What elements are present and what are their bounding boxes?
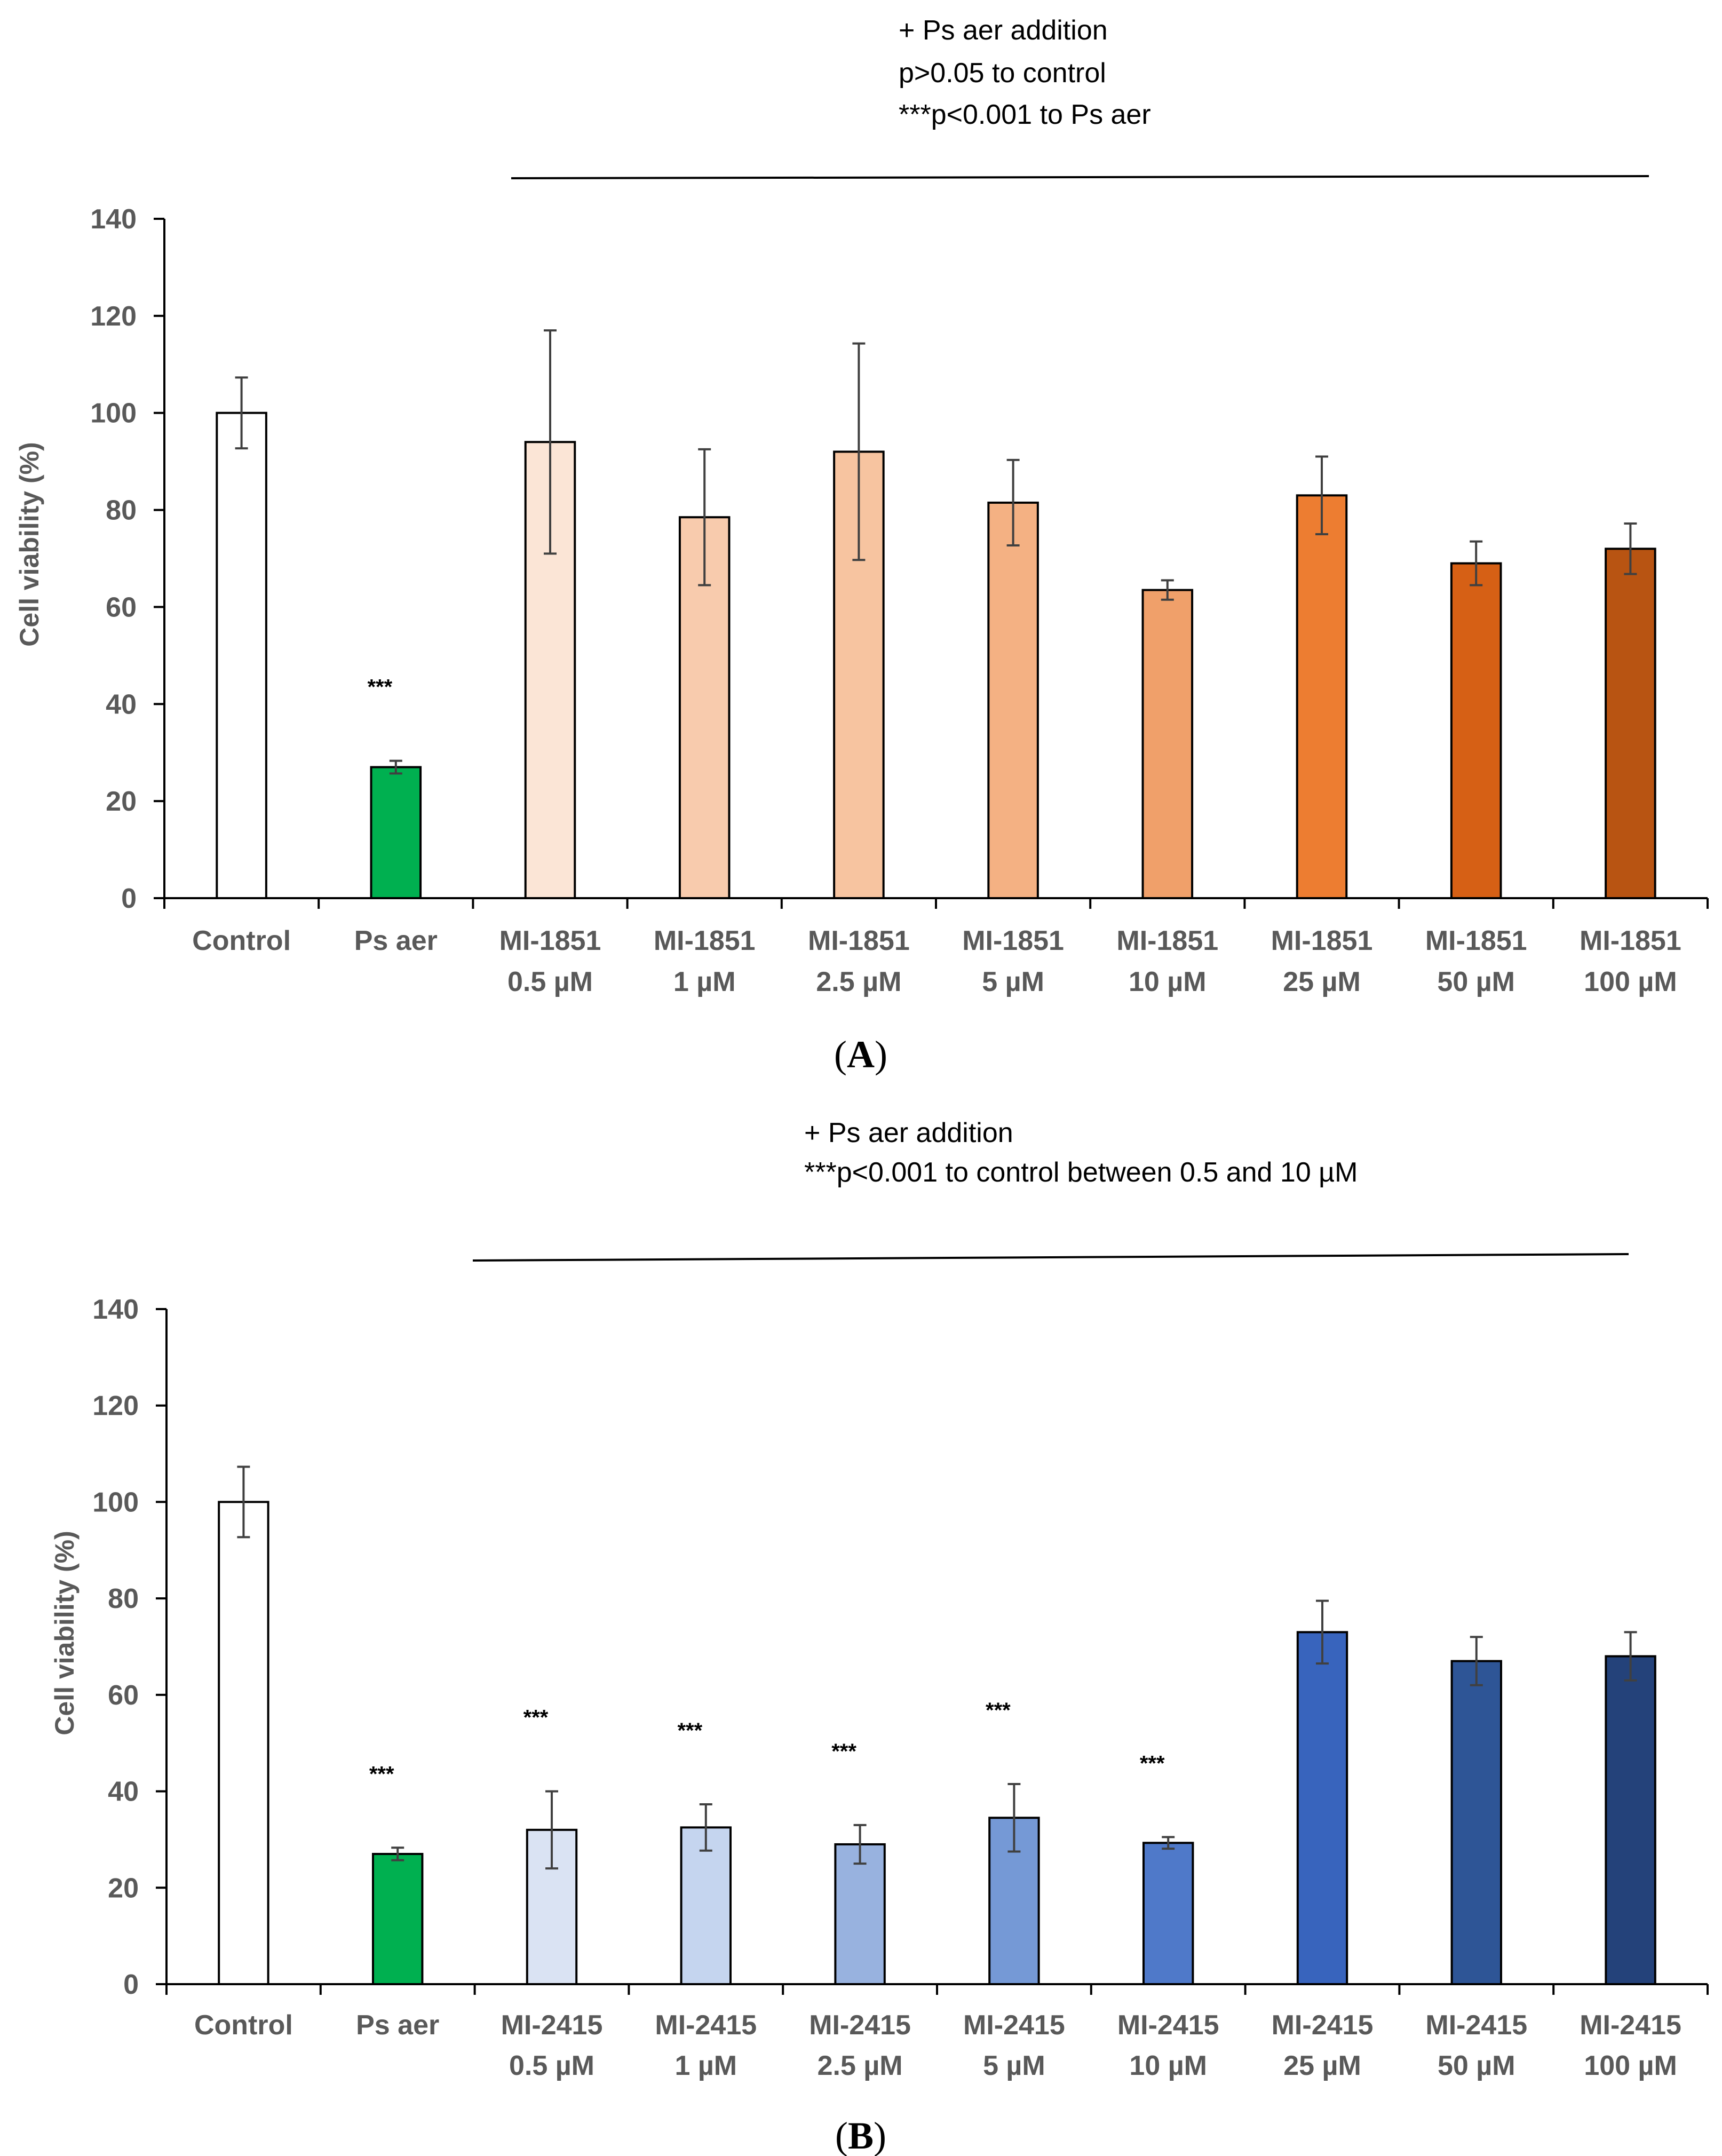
panel-b-y-axis-title: Cell viability (%) xyxy=(50,1531,80,1735)
panel-b-label-open: ( xyxy=(835,2114,848,2156)
panel-a-y-tick-label: 80 xyxy=(106,495,137,526)
panel-a-category-label: MI-1851 xyxy=(1580,925,1681,956)
panel-b-category-label: Control xyxy=(194,2010,293,2041)
panel-a-category-label: Ps aer xyxy=(354,925,438,956)
panel-a-category-label-line2: 10 µM xyxy=(1129,966,1207,997)
panel-b-significance-mark: *** xyxy=(986,1699,1011,1722)
panel-b-category-label: MI-2415 xyxy=(963,2010,1065,2041)
panel-b-bar xyxy=(1450,1660,1503,1986)
panel-a-category-label: MI-1851 xyxy=(1425,925,1527,956)
panel-b-significance-mark: *** xyxy=(677,1719,702,1742)
panel-a-label-close: ) xyxy=(875,1033,887,1076)
panel-b-significance-mark: *** xyxy=(369,1762,394,1786)
panel-b-y-tick-label: 60 xyxy=(108,1680,139,1711)
panel-b-significance-mark: *** xyxy=(831,1740,856,1763)
panel-a-bar xyxy=(987,501,1039,899)
panel-a-label-open: ( xyxy=(834,1033,847,1076)
panel-a-bar xyxy=(1450,562,1502,900)
panel-a-y-tick-label: 140 xyxy=(90,204,137,235)
panel-a-bar xyxy=(370,766,422,899)
panel-a-y-tick-label: 100 xyxy=(90,398,137,429)
panel-b-category-label: MI-2415 xyxy=(809,2010,911,2041)
panel-a-plot-area: 0 20 40 60 80 100 120 140 Control *** Ps aer MI-185… xyxy=(90,204,1709,997)
panel-b-label-close: ) xyxy=(874,2114,886,2156)
panel-a-category-label-line2: 25 µM xyxy=(1283,966,1361,997)
panel-b-y-tick-label: 120 xyxy=(92,1391,139,1422)
panel-a-category-label-line2: 100 µM xyxy=(1584,966,1677,997)
panel-b-annotation-line-2: ***p<0.001 to control between 0.5 and 10… xyxy=(804,1157,1358,1188)
panel-a-treatment-bracket xyxy=(511,175,1649,179)
panel-a-category-label: MI-1851 xyxy=(654,925,756,956)
panel-b-bar xyxy=(371,1853,424,1985)
panel-b-category-label-line2: 1 µM xyxy=(674,2050,737,2081)
panel-b-category-label: MI-2415 xyxy=(655,2010,757,2041)
panel-a-chart: + Ps aer addition p>0.05 to control ***p… xyxy=(14,15,1709,1076)
panel-b-significance-mark: *** xyxy=(1140,1751,1165,1775)
panel-b-category-label: Ps aer xyxy=(356,2010,439,2041)
panel-a-y-tick-label: 0 xyxy=(121,883,137,914)
panel-b-category-label-line2: 50 µM xyxy=(1438,2050,1515,2081)
panel-b-category-label-line2: 0.5 µM xyxy=(509,2050,594,2081)
panel-a-y-tick-label: 120 xyxy=(90,301,137,332)
panel-b-category-label: MI-2415 xyxy=(1272,2010,1374,2041)
panel-a-bar xyxy=(1605,548,1656,900)
panel-a-annotation: + Ps aer addition p>0.05 to control ***p… xyxy=(899,15,1151,130)
panel-a-category-label-line2: 0.5 µM xyxy=(507,966,593,997)
panel-b-plot-area: 0 20 40 60 80 100 120 140 Control *** Ps aer *** MI-… xyxy=(92,1294,1709,2081)
panel-b-annotation-line-1: + Ps aer addition xyxy=(804,1117,1013,1148)
panel-b-y-tick-label: 0 xyxy=(123,1969,139,2000)
panel-b-annotation: + Ps aer addition ***p<0.001 to control … xyxy=(804,1117,1358,1188)
panel-a-category-label: MI-1851 xyxy=(1271,925,1373,956)
panel-a-significance-mark: *** xyxy=(367,676,392,699)
panel-a-bar xyxy=(216,411,267,899)
panel-a-label-letter: A xyxy=(847,1033,875,1076)
panel-a-annotation-line-1: + Ps aer addition xyxy=(899,15,1108,46)
panel-a-annotation-line-3: ***p<0.001 to Ps aer xyxy=(899,99,1151,130)
panel-a-category-label: Control xyxy=(192,925,291,956)
panel-a-bar xyxy=(1141,589,1194,899)
panel-b-category-label: MI-2415 xyxy=(1117,2010,1219,2041)
panel-b-label: (B) xyxy=(835,2114,886,2156)
panel-a-bar xyxy=(1296,494,1348,899)
panel-a-y-tick-label: 20 xyxy=(106,786,137,817)
panel-a-annotation-line-2: p>0.05 to control xyxy=(899,58,1106,89)
panel-a-label: (A) xyxy=(834,1033,887,1076)
panel-a-category-label-line2: 2.5 µM xyxy=(816,966,901,997)
panel-a-category-label: MI-1851 xyxy=(1116,925,1218,956)
panel-b-bar xyxy=(1142,1842,1194,1986)
panel-b-y-tick-label: 40 xyxy=(108,1777,139,1808)
panel-a-y-tick-label: 40 xyxy=(106,689,137,720)
panel-b-category-label-line2: 2.5 µM xyxy=(818,2050,903,2081)
panel-b-category-label: MI-2415 xyxy=(501,2010,603,2041)
panel-a-category-label-line2: 5 µM xyxy=(982,966,1044,997)
panel-b-significance-mark: *** xyxy=(523,1706,549,1730)
panel-b-bar xyxy=(1296,1631,1348,1985)
panel-b-category-label: MI-2415 xyxy=(1425,2010,1527,2041)
panel-b-treatment-bracket xyxy=(472,1253,1629,1262)
panel-a-y-tick-label: 60 xyxy=(106,592,137,623)
panel-b-category-label-line2: 10 µM xyxy=(1129,2050,1207,2081)
panel-b-chart: + Ps aer addition ***p<0.001 to control … xyxy=(50,1117,1709,2156)
panel-b-category-label-line2: 25 µM xyxy=(1283,2050,1361,2081)
panel-b-y-tick-label: 100 xyxy=(92,1487,139,1518)
panel-b-y-tick-label: 80 xyxy=(108,1583,139,1614)
panel-b-bar xyxy=(218,1501,269,1985)
panel-b-category-label: MI-2415 xyxy=(1580,2010,1681,2041)
panel-a-category-label: MI-1851 xyxy=(962,925,1064,956)
panel-b-y-tick-label: 140 xyxy=(92,1294,139,1325)
panel-a-y-axis-title: Cell viability (%) xyxy=(14,442,44,646)
panel-a-category-label: MI-1851 xyxy=(499,925,601,956)
panel-b-category-label-line2: 5 µM xyxy=(983,2050,1045,2081)
panel-b-label-letter: B xyxy=(848,2114,874,2156)
panel-b-bar xyxy=(834,1843,886,1986)
panel-b-category-label-line2: 100 µM xyxy=(1584,2050,1677,2081)
panel-b-bar xyxy=(1605,1655,1656,1986)
panel-a-category-label-line2: 50 µM xyxy=(1437,966,1515,997)
panel-a-category-label-line2: 1 µM xyxy=(673,966,736,997)
panel-b-y-tick-label: 20 xyxy=(108,1873,139,1904)
panel-a-category-label: MI-1851 xyxy=(808,925,910,956)
